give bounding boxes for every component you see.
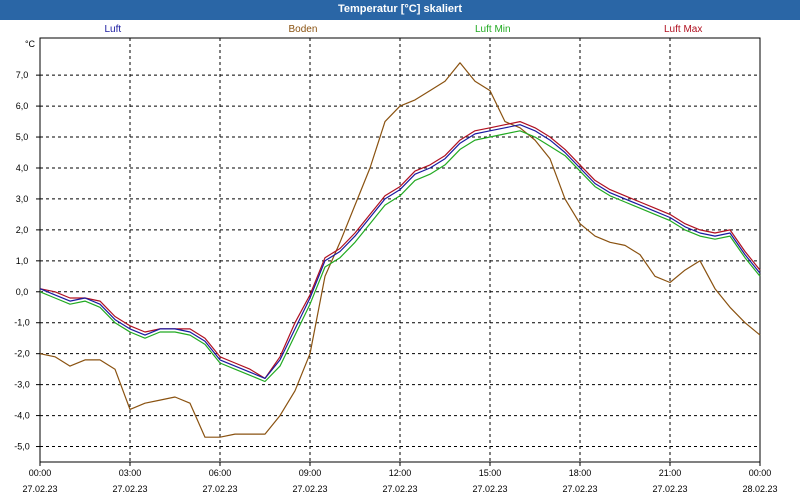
x-tick-time: 00:00 — [29, 468, 52, 478]
chart-legend: Luft Boden Luft Min Luft Max — [0, 22, 800, 38]
x-tick-time: 15:00 — [479, 468, 502, 478]
y-tick-label: -1,0 — [14, 318, 30, 328]
y-tick-label: 5,0 — [16, 132, 29, 142]
x-tick-date: 27.02.23 — [22, 484, 57, 494]
y-tick-label: 7,0 — [16, 70, 29, 80]
y-tick-label: 2,0 — [16, 225, 29, 235]
y-tick-label: -3,0 — [14, 380, 30, 390]
legend-item-luft-max: Luft Max — [664, 24, 703, 35]
y-tick-label: 6,0 — [16, 101, 29, 111]
y-tick-label: -2,0 — [14, 349, 30, 359]
x-tick-time: 09:00 — [299, 468, 322, 478]
x-tick-date: 27.02.23 — [472, 484, 507, 494]
x-tick-time: 03:00 — [119, 468, 142, 478]
x-tick-date: 27.02.23 — [562, 484, 597, 494]
x-tick-date: 28.02.23 — [742, 484, 777, 494]
x-tick-date: 27.02.23 — [652, 484, 687, 494]
y-tick-label: 4,0 — [16, 163, 29, 173]
series-line-luft-min — [39, 130, 761, 383]
x-tick-date: 27.02.23 — [382, 484, 417, 494]
x-tick-time: 06:00 — [209, 468, 232, 478]
legend-item-boden: Boden — [288, 24, 318, 35]
y-tick-label: 1,0 — [16, 256, 29, 266]
legend-item-luft: Luft — [104, 24, 122, 35]
x-tick-time: 21:00 — [659, 468, 682, 478]
y-axis-unit-label: °C — [25, 39, 36, 49]
x-tick-time: 00:00 — [749, 468, 772, 478]
y-tick-label: 3,0 — [16, 194, 29, 204]
x-tick-date: 27.02.23 — [112, 484, 147, 494]
y-tick-label: -4,0 — [14, 411, 30, 421]
x-tick-date: 27.02.23 — [292, 484, 327, 494]
series-line-boden — [39, 62, 761, 438]
plot-frame — [39, 37, 761, 463]
y-tick-label: -5,0 — [14, 442, 30, 452]
series-line-luft — [39, 124, 761, 379]
x-tick-date: 27.02.23 — [202, 484, 237, 494]
x-tick-time: 18:00 — [569, 468, 592, 478]
x-tick-time: 12:00 — [389, 468, 412, 478]
chart-title: Temperatur [°C] skaliert — [0, 0, 800, 20]
legend-item-luft-min: Luft Min — [475, 24, 511, 35]
y-tick-label: 0,0 — [16, 287, 29, 297]
